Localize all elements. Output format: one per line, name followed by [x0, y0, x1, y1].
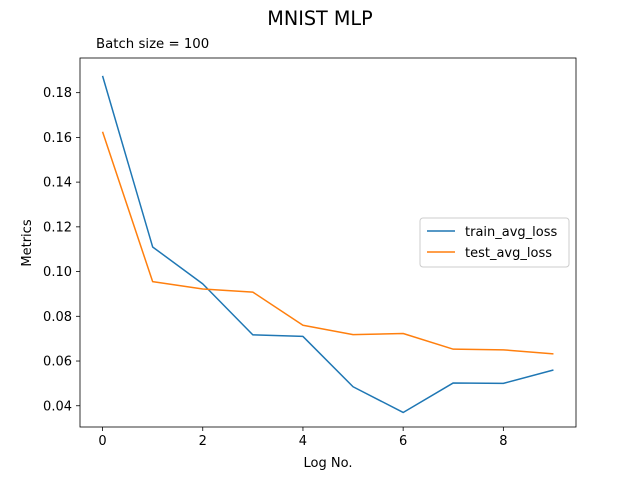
y-tick-label: 0.14: [43, 176, 72, 191]
plot-frame: [79, 57, 577, 428]
y-axis-label: Metrics: [20, 219, 35, 266]
series-lines: [101, 75, 554, 414]
y-axis-ticks: 0.04 0.06 0.08 0.10 0.12 0.14 0.16 0.18: [43, 86, 80, 414]
series-line-train_avg_loss: [101, 75, 554, 414]
series-line-test_avg_loss: [101, 131, 554, 355]
y-tick-label: 0.04: [43, 399, 72, 414]
y-tick-label: 0.10: [43, 265, 72, 280]
x-tick-label: 4: [299, 434, 307, 449]
chart-title: MNIST MLP: [267, 7, 372, 30]
legend: train_avg_loss test_avg_loss: [419, 217, 570, 268]
legend-label-test: test_avg_loss: [465, 246, 552, 261]
x-tick-label: 0: [98, 434, 106, 449]
y-tick-label: 0.16: [43, 131, 72, 146]
chart-subtitle: Batch size = 100: [96, 37, 209, 52]
y-tick-label: 0.06: [43, 355, 72, 370]
legend-box: [419, 217, 570, 268]
x-axis-ticks: 0 2 4 6 8: [98, 427, 507, 449]
x-axis-label: Log No.: [304, 456, 353, 471]
y-tick-label: 0.12: [43, 220, 72, 235]
x-tick-label: 2: [199, 434, 207, 449]
y-tick-label: 0.08: [43, 310, 72, 325]
x-tick-label: 6: [399, 434, 407, 449]
legend-label-train: train_avg_loss: [465, 225, 558, 240]
y-tick-label: 0.18: [43, 86, 72, 101]
x-tick-label: 8: [499, 434, 507, 449]
